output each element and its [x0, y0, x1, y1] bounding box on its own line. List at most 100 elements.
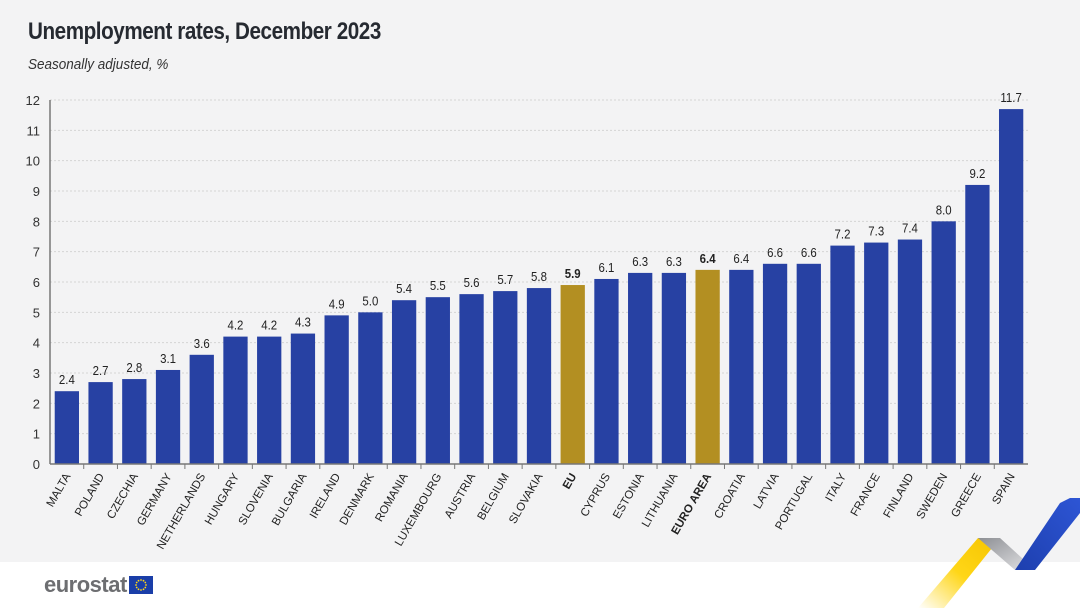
bar-netherlands: [189, 354, 214, 464]
value-label: 2.7: [93, 363, 109, 378]
y-tick-label: 7: [33, 245, 40, 260]
value-label: 7.4: [902, 221, 918, 236]
bar-cyprus: [594, 278, 619, 464]
bar-hungary: [223, 336, 248, 464]
bar-euro-area: [695, 269, 720, 464]
value-label: 6.3: [632, 254, 648, 269]
value-label: 5.4: [396, 282, 412, 297]
category-label: BULGARIA: [270, 471, 310, 528]
bar-eu: [560, 285, 585, 464]
bar-portugal: [796, 263, 821, 464]
bar-poland: [88, 382, 113, 464]
value-label: 4.2: [228, 318, 244, 333]
x-axis-labels: MALTA POLANDCZECHIAGERMANYNETHERLANDSHUNG…: [45, 464, 1018, 552]
bar-malta: [54, 391, 80, 464]
bar-romania: [391, 300, 417, 464]
category-label: ESTONIA: [611, 471, 647, 521]
bar-austria: [459, 294, 484, 464]
y-tick-label: 5: [33, 305, 40, 320]
footer: eurostat: [0, 562, 1080, 608]
value-label: 7.2: [835, 227, 851, 242]
category-label: SLOVAKIA: [507, 471, 546, 526]
value-label: 6.6: [801, 245, 817, 260]
category-label: ROMANIA: [373, 471, 410, 524]
value-label: 3.6: [194, 336, 210, 351]
category-label: BELGIUM: [476, 472, 512, 523]
value-label: 4.3: [295, 315, 311, 330]
y-tick-label: 9: [33, 184, 40, 199]
logo-text: eurostat: [44, 572, 127, 597]
bar-finland: [897, 239, 923, 464]
value-label: 9.2: [969, 166, 985, 181]
value-label: 3.1: [160, 351, 176, 366]
y-tick-label: 6: [33, 275, 40, 290]
category-label: MALTA: [45, 471, 74, 509]
value-label: 6.4: [733, 251, 749, 266]
value-label: 5.0: [362, 294, 378, 309]
bar-slovenia: [257, 336, 282, 464]
category-label: AUSTRIA: [443, 471, 478, 520]
y-tick-label: 0: [33, 457, 40, 472]
value-labels: 2.4 2.7 2.8 3.1 3.6 4.2 4.2 4.3 4.9 5.0 5.4 5.5 5.6 5…: [59, 90, 1022, 387]
y-tick-label: 4: [33, 336, 40, 351]
category-label: CROATIA: [712, 471, 748, 521]
value-label: 7.3: [868, 224, 884, 239]
y-tick-label: 3: [33, 366, 40, 381]
y-tick-label: 12: [26, 93, 40, 108]
y-tick-label: 1: [33, 427, 40, 442]
bar-luxembourg: [425, 297, 450, 464]
category-label: ITALY: [824, 471, 850, 503]
bar-slovakia: [526, 288, 552, 464]
y-tick-label: 11: [27, 123, 41, 138]
category-label: LATVIA: [752, 471, 782, 511]
value-label: 11.7: [1000, 90, 1022, 105]
category-label: CYPRUS: [579, 471, 614, 519]
category-label: POLAND: [73, 472, 107, 519]
category-label: IRELAND: [308, 472, 343, 521]
bar-bulgaria: [290, 333, 316, 464]
chart-subtitle: Seasonally adjusted, %: [28, 56, 169, 73]
category-label: SLOVENIA: [237, 471, 276, 527]
value-label: 6.3: [666, 254, 682, 269]
category-label: EU: [561, 472, 579, 492]
bar-italy: [830, 245, 855, 464]
bar-france: [864, 242, 889, 464]
value-label: 6.4: [700, 251, 716, 266]
bars: [54, 109, 1024, 464]
value-label: 5.9: [565, 266, 581, 281]
bar-ireland: [324, 315, 349, 464]
bar-latvia: [762, 263, 788, 464]
eu-flag-icon: [128, 576, 153, 594]
value-label: 6.1: [598, 260, 614, 275]
bar-denmark: [358, 312, 383, 464]
bar-sweden: [931, 221, 956, 464]
value-label: 6.6: [767, 245, 783, 260]
y-tick-label: 10: [26, 154, 40, 169]
bar-lithuania: [661, 272, 687, 464]
value-label: 5.5: [430, 278, 446, 293]
value-label: 5.7: [497, 272, 513, 287]
bar-croatia: [729, 269, 754, 464]
y-tick-label: 2: [33, 396, 40, 411]
category-label: FRANCE: [849, 471, 883, 518]
value-label: 2.8: [126, 360, 142, 375]
bar-czechia: [122, 379, 147, 464]
bar-germany: [155, 369, 181, 464]
value-label: 5.8: [531, 269, 547, 284]
category-label: GERMANY: [135, 471, 175, 528]
value-label: 4.2: [261, 318, 277, 333]
value-label: 8.0: [936, 203, 952, 218]
value-label: 2.4: [59, 373, 75, 388]
category-label: HUNGARY: [203, 471, 242, 527]
eurostat-logo[interactable]: eurostat: [44, 572, 153, 598]
value-label: 4.9: [329, 297, 345, 312]
bar-estonia: [628, 272, 653, 464]
value-label: 5.6: [464, 275, 480, 290]
bar-greece: [965, 184, 990, 464]
category-label: DENMARK: [338, 471, 377, 527]
chart-title: Unemployment rates, December 2023: [28, 18, 381, 45]
bar-spain: [998, 109, 1024, 464]
category-label: CZECHIA: [105, 471, 141, 521]
